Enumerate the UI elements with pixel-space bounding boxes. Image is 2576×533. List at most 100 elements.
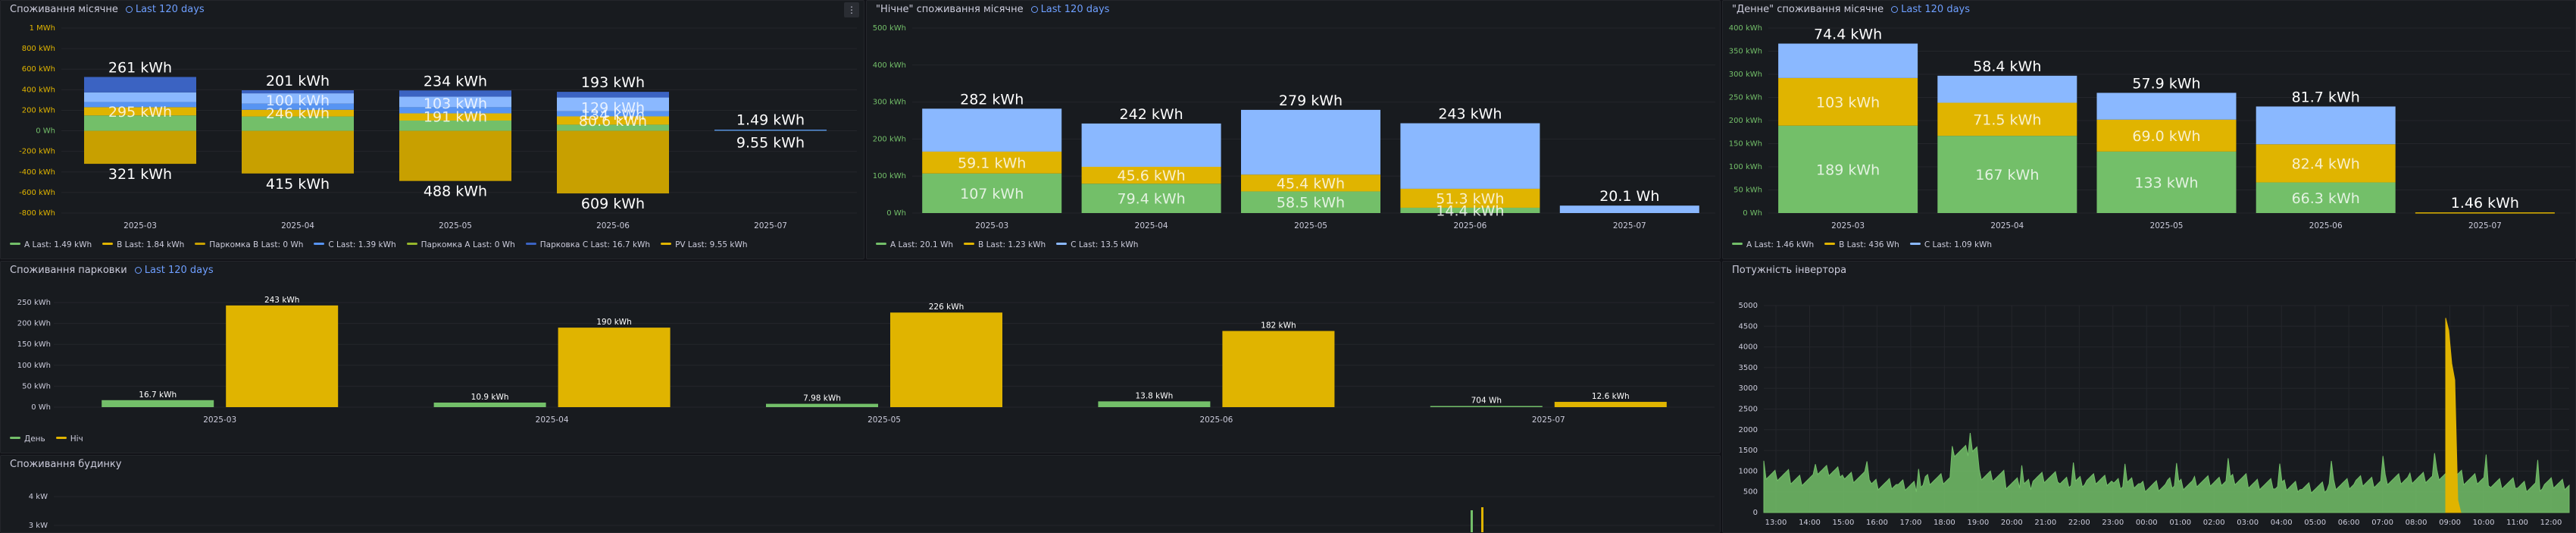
y-tick-label: 500	[1743, 488, 1758, 497]
bar-segment-label: 45.4 kWh	[1277, 175, 1345, 192]
bar-segment-label: 295 kWh	[108, 104, 172, 121]
time-range-badge[interactable]: Last 120 days	[1891, 4, 1970, 15]
bar-segment	[2256, 182, 2396, 213]
y-tick-label: 500 kWh	[873, 24, 906, 33]
bar-segment-label: 189 kWh	[1816, 161, 1880, 178]
legend-item[interactable]: День	[10, 434, 45, 444]
x-tick-label: 2025-03	[1831, 221, 1865, 230]
y-tick-label: 50 kWh	[22, 382, 51, 390]
x-tick-label: 20:00	[2001, 519, 2023, 527]
y-tick-label: 0 Wh	[36, 127, 55, 136]
legend-item[interactable]: Паркомка B Last: 0 Wh	[195, 240, 303, 249]
bar-segment-label: 69.0 kWh	[2132, 128, 2200, 145]
legend-item[interactable]: A Last: 1.46 kWh	[1732, 240, 1814, 249]
panel-title: "Денне" споживання місячне Last 120 days	[1732, 4, 1970, 15]
bar-segment-label: 14.4 kWh	[1436, 202, 1504, 219]
legend-item[interactable]: B Last: 1.23 kWh	[964, 240, 1046, 249]
bar-bottom-label: 488 kWh	[424, 183, 487, 200]
y-tick-label: 200 kWh	[17, 320, 51, 328]
bar-segment-label: 167 kWh	[1975, 167, 2039, 183]
bar-segment	[1241, 174, 1380, 192]
bar-top-label: 234 kWh	[424, 73, 487, 89]
legend-item[interactable]: Паркомка A Last: 0 Wh	[406, 240, 515, 249]
legend-item[interactable]: C Last: 13.5 kWh	[1056, 240, 1138, 249]
panel-menu-button[interactable]: ⋮	[844, 2, 859, 17]
time-range-badge[interactable]: Last 120 days	[134, 265, 214, 276]
bar-bottom-label: 609 kWh	[581, 196, 645, 212]
y-tick-label: 3500	[1739, 364, 1758, 372]
bar-segment	[2256, 144, 2396, 183]
legend-item[interactable]: A Last: 20.1 Wh	[876, 240, 953, 249]
y-tick-label: 0 Wh	[886, 209, 906, 218]
x-tick-label: 2025-05	[1294, 221, 1327, 230]
legend-item[interactable]: Парковка C Last: 16.7 kWh	[525, 240, 651, 249]
bar-segment	[557, 130, 669, 194]
bar-segment-label: 133 kWh	[2134, 174, 2198, 191]
legend-item[interactable]: Ніч	[55, 434, 83, 444]
legend-swatch	[525, 243, 536, 245]
inverter-power-panel: Потужність інвертора 5000 4500 4000 3500 300…	[1722, 261, 2576, 533]
legend-swatch	[964, 243, 975, 245]
clock-icon	[125, 6, 133, 13]
bar-top-label: 261 kWh	[108, 60, 172, 77]
legend-item[interactable]: PV Last: 9.55 kWh	[661, 240, 748, 249]
legend-item[interactable]: B Last: 1.84 kWh	[102, 240, 184, 249]
bar-segment-label: 103 kWh	[1816, 94, 1880, 111]
x-tick-label: 2025-03	[123, 221, 157, 230]
time-range-badge[interactable]: Last 120 days	[1030, 4, 1109, 15]
x-tick-label: 23:00	[2102, 519, 2124, 527]
bar-segment	[1400, 188, 1540, 208]
legend-swatch	[102, 243, 114, 245]
legend-label: C Last: 13.5 kWh	[1071, 240, 1139, 249]
time-range-badge[interactable]: Last 120 days	[125, 4, 205, 15]
y-tick-label: 1000	[1739, 467, 1758, 475]
clock-icon	[1030, 6, 1038, 13]
y-tick-label: 5000	[1739, 302, 1758, 310]
bar	[102, 400, 214, 407]
bar-segment	[242, 103, 354, 110]
y-tick-label: -600 kWh	[19, 189, 55, 197]
legend-swatch	[1909, 243, 1921, 245]
y-tick-label: 150 kWh	[17, 340, 51, 349]
legend-item[interactable]: C Last: 1.09 kWh	[1909, 240, 1992, 249]
legend-swatch	[314, 243, 325, 245]
bar-segment	[1937, 136, 2077, 213]
y-tick-label: 400 kWh	[22, 86, 55, 94]
legend-label: C Last: 1.39 kWh	[328, 240, 396, 249]
legend-swatch	[1824, 243, 1836, 245]
bar-segment-label: 66.3 kWh	[2292, 190, 2360, 207]
bar-segment	[922, 151, 1062, 174]
bar-segment	[1241, 191, 1380, 213]
y-tick-label: -400 kWh	[19, 168, 55, 177]
x-tick-label: 05:00	[2304, 519, 2326, 527]
y-tick-label: 200 kWh	[1729, 117, 1762, 125]
legend-label: Парковка C Last: 16.7 kWh	[539, 240, 651, 249]
y-tick-label: -800 kWh	[19, 209, 55, 218]
panel-title: Споживання місячне Last 120 days	[10, 4, 205, 15]
chart-legend: A Last: 20.1 Wh B Last: 1.23 kWh C Last: 1…	[876, 240, 1149, 249]
legend-label: B Last: 1.84 kWh	[117, 240, 185, 249]
legend-item[interactable]: B Last: 436 Wh	[1824, 240, 1899, 249]
bar-segment	[2415, 212, 2555, 214]
bar-segment	[1937, 75, 2077, 103]
power-spike	[2445, 318, 2462, 513]
legend-item[interactable]: A Last: 1.49 kWh	[10, 240, 92, 249]
legend-item[interactable]: C Last: 1.39 kWh	[314, 240, 396, 249]
bar	[226, 305, 339, 407]
legend-label: Паркомка A Last: 0 Wh	[420, 240, 515, 249]
bar-segment-label: 71.5 kWh	[1973, 111, 2041, 128]
bar-segment	[84, 107, 196, 116]
bar-top-label: 81.7 kWh	[2292, 89, 2360, 105]
bar-segment	[2096, 119, 2237, 152]
house-chart: 4 kW 3 kW	[29, 493, 1715, 532]
y-tick-label: 2000	[1739, 426, 1758, 434]
bar-segment	[1778, 43, 1918, 78]
panel-title: Потужність інвертора	[1732, 265, 1847, 276]
x-tick-label: 2025-07	[1532, 415, 1565, 425]
clock-icon	[134, 267, 142, 274]
parking-consumption-panel: Споживання парковки Last 120 days 250 kWh…	[0, 261, 1721, 453]
y-tick-label: -200 kWh	[19, 148, 55, 156]
y-tick-label: 250 kWh	[1729, 94, 1762, 102]
y-tick-label: 4500	[1739, 322, 1758, 331]
day-bar-chart: 400 kWh 350 kWh 300 kWh 250 kWh 200 kWh 150 k…	[1729, 24, 2571, 230]
